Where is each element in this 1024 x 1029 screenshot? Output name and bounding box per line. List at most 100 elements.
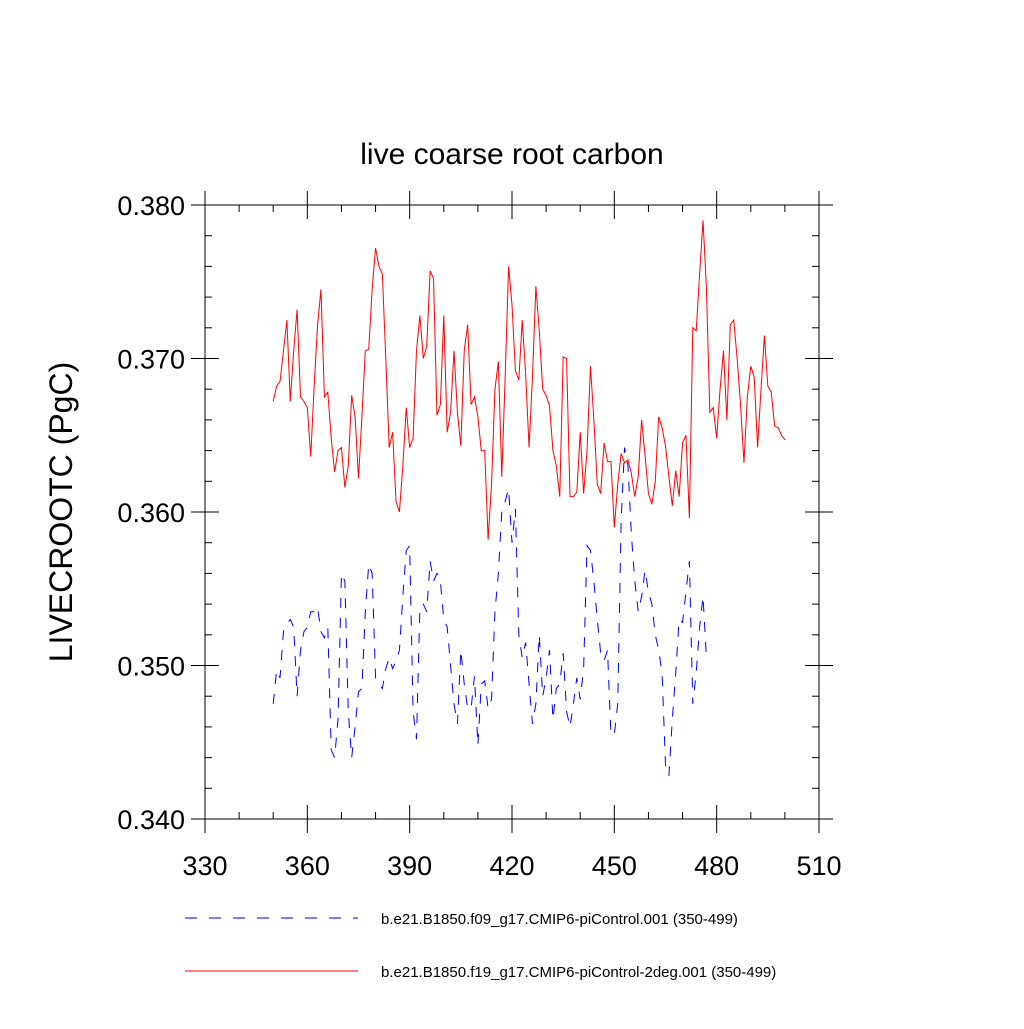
data-point [337,450,338,451]
data-point [491,484,492,485]
data-point [539,634,540,635]
data-point [399,650,400,651]
data-point [784,439,785,440]
data-point [631,473,632,474]
data-point [351,757,352,758]
data-point [457,723,458,724]
series-2 [272,220,786,540]
data-point [665,445,666,446]
data-point [290,401,291,402]
data-point [767,386,768,387]
data-point [621,453,622,454]
data-point [576,677,577,678]
data-point [648,493,649,494]
data-point [627,465,628,466]
data-point [604,442,605,443]
data-point [416,739,417,740]
data-point [423,358,424,359]
data-point [300,650,301,651]
data-point [515,370,516,371]
y-tick-label: 0.370 [117,345,185,375]
data-point [358,478,359,479]
data-point [372,573,373,574]
data-point [279,381,280,382]
data-point [303,631,304,632]
data-point [320,289,321,290]
data-point [532,376,533,377]
data-point [651,504,652,505]
data-point [535,703,536,704]
data-point [331,438,332,439]
data-point [699,627,700,628]
data-point [709,412,710,413]
data-point [600,493,601,494]
data-point [522,657,523,658]
data-point [290,619,291,620]
data-point [726,419,727,420]
x-tick-label: 330 [182,851,227,881]
data-point [638,611,639,612]
data-point [597,484,598,485]
data-point [621,519,622,520]
data-point [604,660,605,661]
data-point [661,427,662,428]
data-point [409,545,410,546]
data-point [368,349,369,350]
data-point [624,447,625,448]
data-point [699,273,700,274]
data-point [402,465,403,466]
data-point [382,688,383,689]
data-point [559,683,560,684]
data-point [430,561,431,562]
data-point [760,389,761,390]
data-point [443,619,444,620]
data-point [518,634,519,635]
data-point [665,765,666,766]
data-point [293,627,294,628]
data-point [651,604,652,605]
data-point [494,611,495,612]
data-point [597,619,598,620]
data-point [586,545,587,546]
data-point [375,247,376,248]
data-point [679,496,680,497]
data-point [583,493,584,494]
data-point [566,358,567,359]
data-point [310,456,311,457]
data-point [713,407,714,408]
data-point [406,550,407,551]
data-point [542,696,543,697]
data-point [337,719,338,720]
data-point [777,427,778,428]
data-point [447,432,448,433]
data-point [460,445,461,446]
data-point [481,683,482,684]
data-point [655,634,656,635]
data-point [351,395,352,396]
data-point [491,699,492,700]
data-point [559,496,560,497]
data-point [317,324,318,325]
data-point [719,389,720,390]
axis-ticks: 330 360 390 420 450 480 510 0.340 0.350 0.360 0.37… [117,191,842,881]
data-point [447,627,448,628]
data-point [692,703,693,704]
data-point [273,703,274,704]
data-point [569,726,570,727]
data-point [689,561,690,562]
data-point [661,673,662,674]
data-point [341,447,342,448]
data-point [566,711,567,712]
data-point [508,266,509,267]
series-line [272,220,786,540]
data-point [696,330,697,331]
data-point [361,688,362,689]
data-point [737,358,738,359]
data-point [436,415,437,416]
data-point [348,465,349,466]
data-point [297,309,298,310]
data-point [389,447,390,448]
data-point [474,396,475,397]
